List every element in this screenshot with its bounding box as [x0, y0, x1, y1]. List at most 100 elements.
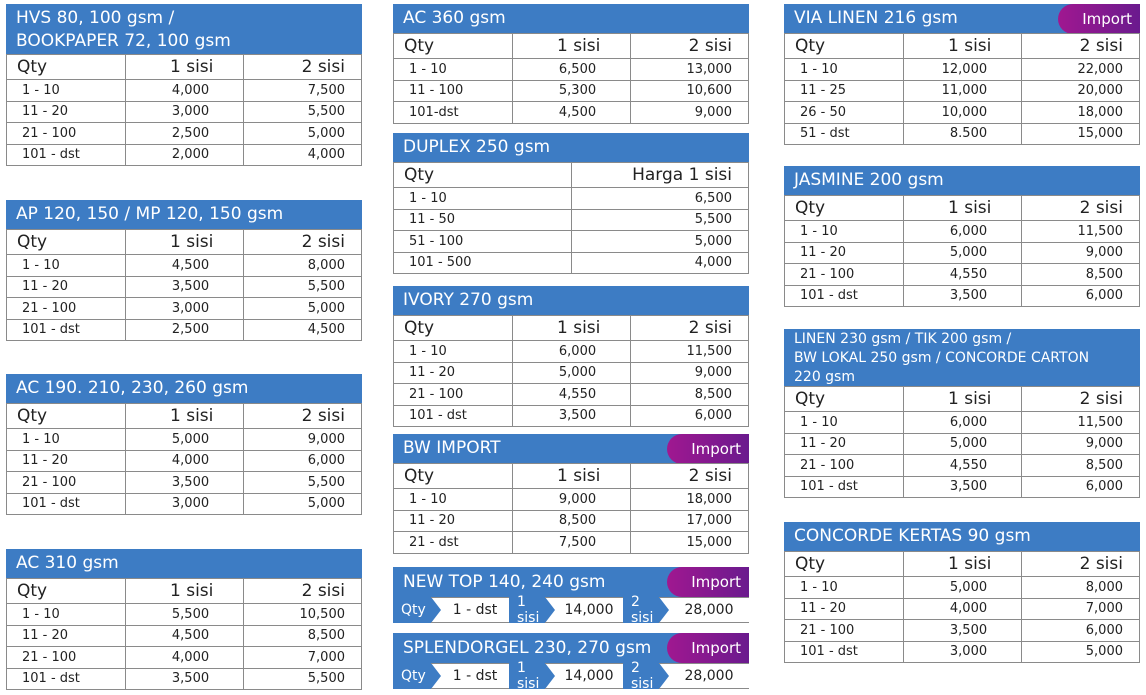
- qty-cell: 11 - 50: [393, 208, 572, 231]
- import-badge: Import: [1058, 4, 1140, 33]
- price-cell: 13,000: [630, 58, 749, 81]
- price-cell: 28,000: [659, 597, 749, 623]
- price-cell: 4,500: [125, 254, 245, 277]
- qty-cell: 21 - 100: [783, 619, 905, 642]
- price-cell: 3,500: [903, 475, 1023, 498]
- column-header: 2 sisi: [243, 403, 362, 429]
- qty-cell: 11 - 25: [783, 79, 905, 102]
- qty-cell: 21 - 100: [783, 263, 905, 286]
- price-cell: 6,000: [1021, 619, 1140, 642]
- table-row: 101 - dst 3,500 6,000: [783, 284, 1140, 307]
- price-cell: 22,000: [1021, 58, 1140, 81]
- qty-cell: 11 - 20: [5, 100, 127, 123]
- card-title-line: IVORY 270 gsm: [403, 290, 534, 310]
- column-header: 2 sisi: [243, 54, 362, 80]
- table-row: 11 - 50 5,500: [393, 208, 749, 231]
- price-cell: 7,000: [1021, 597, 1140, 620]
- qty-cell: 51 - 100: [393, 230, 572, 253]
- column-header: 2 sisi: [243, 229, 362, 255]
- import-badge: Import: [667, 434, 749, 463]
- table-row: 1 - 10 4,000 7,500: [5, 79, 362, 102]
- qty-cell: 101 - dst: [783, 475, 905, 498]
- card-title: LINEN 230 gsm / TIK 200 gsm / BW LOKAL 25…: [784, 329, 1140, 386]
- price-cell: 5,000: [903, 241, 1023, 264]
- price-cell: 3,000: [125, 100, 245, 123]
- card-title: JASMINE 200 gsm: [784, 166, 1140, 195]
- qty-cell: 1 - dst: [431, 663, 509, 689]
- header-row: Qty 1 sisi 2 sisi: [783, 195, 1140, 221]
- qty-cell: 1 - 10: [783, 220, 905, 243]
- price-cell: 9,000: [1021, 432, 1140, 455]
- price-card-hvs: HVS 80, 100 gsm / BOOKPAPER 72, 100 gsm Qt…: [5, 4, 362, 166]
- price-cell: 8,500: [512, 509, 632, 532]
- price-cell: 5,500: [243, 275, 362, 298]
- header-row: Qty 1 sisi 2 sisi: [783, 551, 1140, 577]
- table-row: 101-dst 4,500 9,000: [392, 101, 749, 124]
- price-cell: 4,000: [570, 251, 749, 274]
- qty-cell: 11 - 100: [392, 79, 514, 102]
- column-header: 1 sisi: [903, 33, 1023, 59]
- qty-cell: 11 - 20: [5, 275, 127, 298]
- header-row: Qty 1 sisi 2 sisi: [392, 463, 749, 489]
- price-cell: 4,550: [903, 454, 1023, 477]
- price-cell: 9,000: [630, 361, 749, 384]
- qty-cell: 101 - dst: [5, 318, 127, 341]
- price-table: Qty Harga 1 sisi 1 - 10 6,500 11 - 50 5,500 51…: [393, 162, 749, 274]
- price-table: Qty 1 sisi 2 sisi 1 - 10 4,000 7,500 11 - 20 3,…: [5, 54, 362, 166]
- table-row: 11 - 20 8,500 17,000: [392, 509, 749, 532]
- qty-cell: 11 - 20: [783, 597, 905, 620]
- column-header: Qty: [5, 54, 127, 80]
- price-cell: 3,500: [512, 404, 632, 427]
- price-table: Qty 1 sisi 2 sisi 1 - 10 6,000 11,500 11 - 20 5…: [783, 195, 1140, 307]
- column-header: 2 sisi: [1021, 386, 1140, 412]
- price-cell: 3,500: [125, 275, 245, 298]
- price-cell: 15,000: [630, 531, 749, 554]
- table-row: 101 - dst 3,000 5,000: [5, 492, 362, 515]
- column-header: 2 sisi: [630, 315, 749, 341]
- card-title: AC 310 gsm: [6, 549, 362, 578]
- side2-label: 2 sisi: [623, 594, 669, 626]
- table-row: 101 - dst 3,500 6,000: [392, 404, 749, 427]
- column-header: 1 sisi: [125, 229, 245, 255]
- column-header: Qty: [392, 315, 514, 341]
- column-header: 1 sisi: [903, 195, 1023, 221]
- card-title-line: 220 gsm: [794, 369, 855, 385]
- price-cell: 9,000: [243, 428, 362, 451]
- price-cell: 6,000: [243, 449, 362, 472]
- table-row: 11 - 20 4,000 6,000: [5, 449, 362, 472]
- table-row: 1 - 10 6,500: [393, 187, 749, 210]
- price-cell: 5,000: [1021, 640, 1140, 663]
- header-row: Qty 1 sisi 2 sisi: [392, 33, 749, 59]
- card-title-line: AC 190. 210, 230, 260 gsm: [16, 378, 249, 398]
- price-cell: 8,500: [1021, 263, 1140, 286]
- price-cell: 3,000: [125, 297, 245, 320]
- qty-cell: 101 - dst: [5, 667, 127, 690]
- price-table: Qty 1 sisi 2 sisi 1 - 10 5,000 9,000 11 - 20 4,…: [5, 403, 362, 515]
- qty-cell: 21 - dst: [392, 531, 514, 554]
- table-row: 11 - 20 4,500 8,500: [5, 624, 362, 647]
- card-title: CONCORDE KERTAS 90 gsm: [784, 522, 1140, 551]
- price-cell: 4,500: [512, 101, 632, 124]
- card-title-line: CONCORDE KERTAS 90 gsm: [794, 526, 1031, 546]
- price-cell: 2,000: [125, 143, 245, 166]
- price-cell: 5,000: [243, 122, 362, 145]
- table-row: 51 - 100 5,000: [393, 230, 749, 253]
- qty-cell: 21 - 100: [5, 122, 127, 145]
- price-card-ac190: AC 190. 210, 230, 260 gsm Qty 1 sisi 2 sisi…: [5, 374, 362, 515]
- table-row: 1 - 10 5,000 8,000: [783, 576, 1140, 599]
- column-header: 1 sisi: [903, 386, 1023, 412]
- price-cell: 9,000: [630, 101, 749, 124]
- column-header: 1 sisi: [125, 578, 245, 604]
- price-cell: 10,000: [903, 101, 1023, 124]
- card-title-line: BW IMPORT: [403, 438, 501, 458]
- table-row: 21 - 100 4,000 7,000: [5, 646, 362, 669]
- table-row: 101 - dst 2,000 4,000: [5, 143, 362, 166]
- price-cell: 8,500: [1021, 454, 1140, 477]
- price-cell: 6,000: [630, 404, 749, 427]
- price-cell: 5,000: [512, 361, 632, 384]
- qty-cell: 101 - dst: [783, 640, 905, 663]
- table-row: 11 - 20 5,000 9,000: [783, 241, 1140, 264]
- table-row: 21 - 100 4,550 8,500: [783, 454, 1140, 477]
- card-title-line: DUPLEX 250 gsm: [403, 137, 551, 157]
- header-row: Qty 1 sisi 2 sisi: [5, 578, 362, 604]
